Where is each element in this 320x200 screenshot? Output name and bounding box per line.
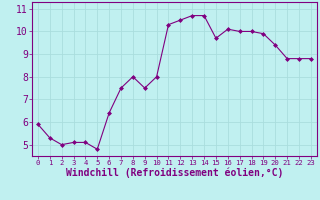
X-axis label: Windchill (Refroidissement éolien,°C): Windchill (Refroidissement éolien,°C) xyxy=(66,168,283,178)
